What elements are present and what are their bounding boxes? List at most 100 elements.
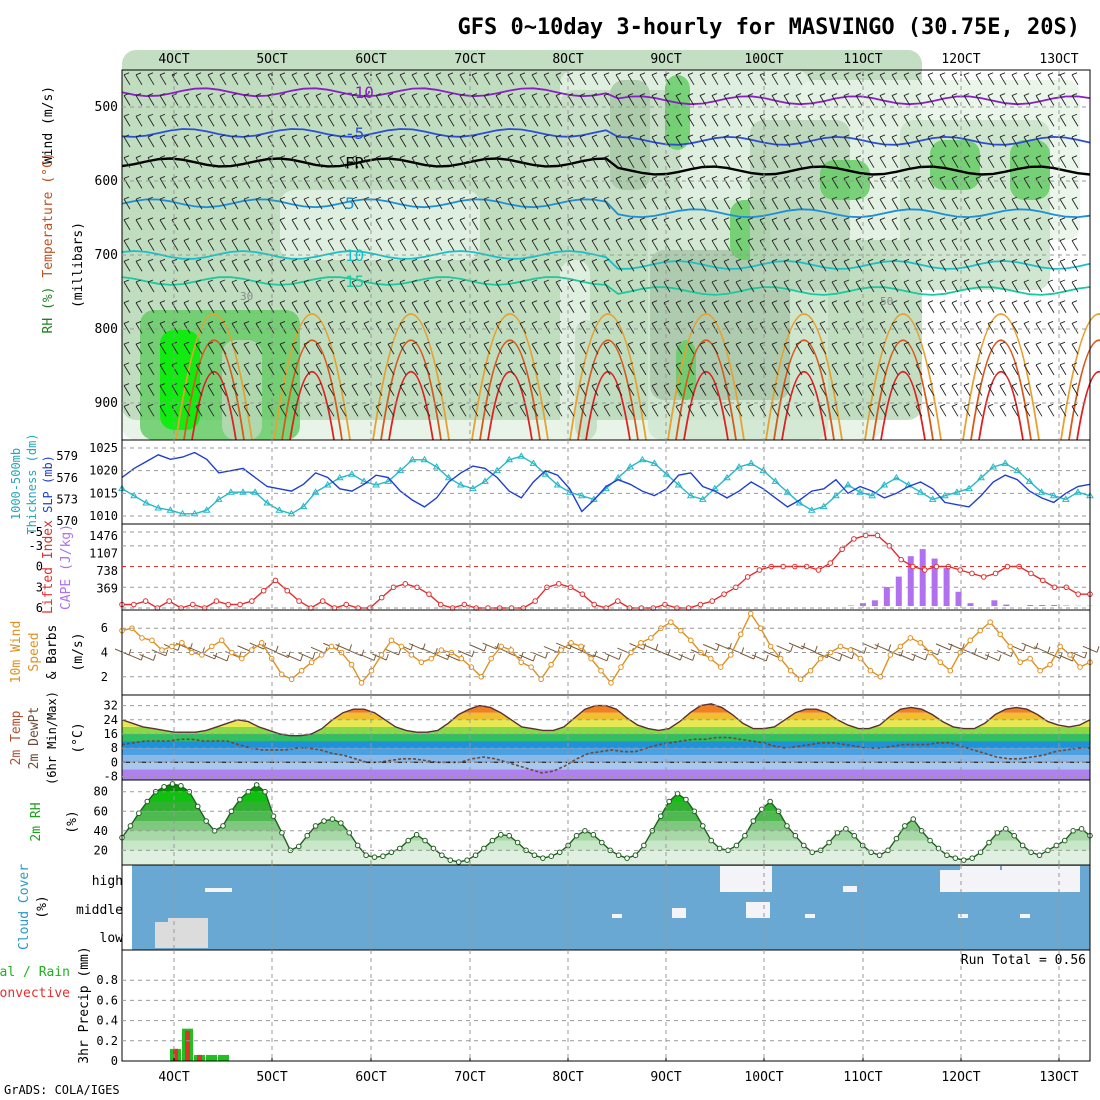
wind-barb [759, 300, 767, 313]
wind-barb [495, 258, 503, 272]
wind-barb [351, 321, 359, 334]
wind-barb [195, 155, 203, 168]
wind-barb-10m [800, 645, 818, 653]
wind-barb [687, 362, 695, 376]
wind-barb [315, 93, 323, 106]
rh-line-point [700, 823, 706, 829]
li-tick-label: 3 [36, 580, 43, 594]
wind-speed-line-point [548, 661, 554, 668]
wind-barb [927, 155, 935, 168]
wind-barb [291, 155, 299, 168]
thickness-line-point [1037, 488, 1046, 495]
wind-barb-10m [372, 653, 389, 661]
surface-temperature-contour [569, 313, 647, 441]
lifted-index-line-point [249, 598, 255, 604]
wind-barb [903, 362, 911, 376]
wind-barb [591, 113, 599, 127]
wind-barb [879, 383, 887, 396]
wind-speed-line-point [727, 652, 734, 658]
wind-barb [363, 238, 371, 251]
y-axis-label: Temperature (°C) [41, 152, 56, 277]
wind-barb [615, 279, 623, 293]
wind-barb [375, 93, 383, 106]
wind-barb [447, 403, 455, 417]
wind-barb [555, 362, 563, 376]
rh-line-point [178, 783, 184, 789]
wind-barb [543, 403, 551, 417]
wind-barb [747, 383, 755, 396]
wind-barb [843, 196, 851, 210]
wind-barb [771, 217, 779, 231]
wind-barb [555, 175, 563, 189]
wind-barb [675, 134, 683, 148]
wind-barb [135, 362, 143, 376]
wind-barb [243, 403, 251, 417]
rh-line-point [321, 818, 327, 824]
slp-tick-label: 1010 [89, 509, 118, 523]
wind-barb [1059, 362, 1067, 376]
wind-barb [279, 238, 287, 251]
wind-barb [987, 383, 995, 396]
wind-barb [543, 217, 551, 231]
wind-barb [987, 238, 995, 251]
wind-speed-line-point [608, 680, 614, 686]
wind-barb [471, 134, 479, 148]
wind-barb [483, 383, 491, 396]
lifted-index-line-point [874, 532, 881, 539]
wind-barb [783, 403, 791, 417]
wind-barb [147, 155, 155, 168]
wind-barb [171, 403, 179, 417]
wind-barb [123, 72, 131, 86]
y-axis-label: 2m Temp [9, 710, 24, 765]
wind-barb [543, 258, 551, 272]
wind-barb [699, 155, 707, 168]
wind-barb [411, 403, 419, 417]
dewpoint-line [121, 736, 1090, 774]
pressure-tick-label: 600 [95, 174, 118, 189]
wind-speed-line-point [797, 676, 804, 683]
wind-barb [555, 321, 563, 334]
wind-barb [483, 217, 491, 231]
rh-line-point [548, 853, 555, 860]
wind-barb [507, 196, 515, 210]
rh-line-point [455, 859, 462, 865]
wind-barb [255, 134, 263, 148]
wind-speed-line-point [997, 631, 1003, 638]
rh-line-point [1053, 842, 1060, 849]
wind-barb [579, 93, 587, 106]
wind-barb [951, 383, 959, 396]
wind-barb-10m [788, 642, 806, 650]
wind-barb [507, 300, 515, 313]
wind-barb [351, 134, 359, 148]
wind-barb [1023, 72, 1031, 86]
wind-barb [819, 134, 827, 148]
wind-barb [675, 321, 683, 334]
wind-barb [387, 113, 395, 127]
wind-barb [723, 279, 731, 293]
wind-barb [999, 300, 1007, 313]
wind-barb [939, 403, 947, 417]
wind-barb [291, 341, 299, 355]
lifted-index-line-point [1039, 577, 1046, 584]
wind-barb [831, 217, 839, 231]
wind-barb [747, 113, 755, 127]
wind-barb [399, 403, 407, 417]
wind-barb [615, 341, 623, 355]
wind-barb [951, 362, 959, 376]
slp-tick-label: 1025 [89, 441, 118, 455]
wind-barb [243, 341, 251, 355]
wind-barb [303, 341, 311, 355]
wind-barb [915, 93, 923, 106]
wind-barb [963, 403, 971, 417]
wind-barb [351, 341, 359, 355]
wind-barb [447, 258, 455, 272]
rh-line-point [203, 818, 209, 824]
wind-barb [291, 196, 299, 210]
wind-barb [507, 113, 515, 127]
wind-barb [483, 155, 491, 168]
wind-speed-line-point [199, 652, 205, 658]
wind-barb [159, 383, 167, 396]
wind-barb [291, 279, 299, 293]
wind-barb [123, 93, 131, 106]
rh-line-point [1036, 852, 1043, 859]
